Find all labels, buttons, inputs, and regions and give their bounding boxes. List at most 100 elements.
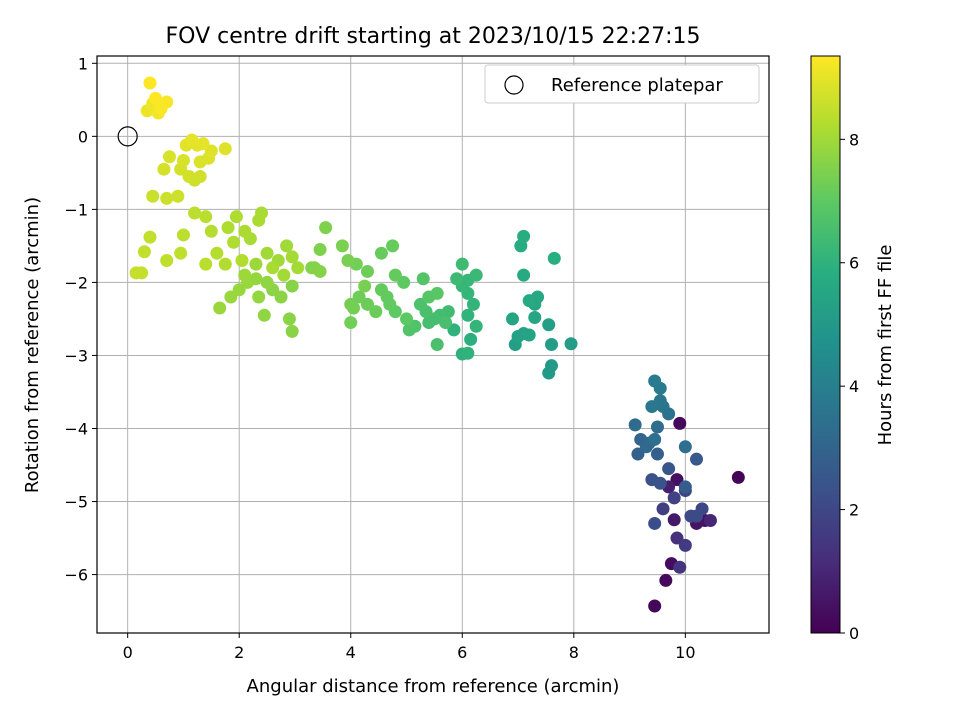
data-point bbox=[667, 491, 681, 505]
data-point bbox=[397, 275, 411, 289]
data-point bbox=[430, 286, 444, 300]
x-axis-label: Angular distance from reference (arcmin) bbox=[247, 676, 620, 697]
x-tick-label: 6 bbox=[457, 643, 467, 662]
data-point bbox=[360, 264, 374, 278]
data-point bbox=[505, 312, 519, 326]
y-tick-label: −3 bbox=[64, 346, 88, 365]
y-tick-label: −2 bbox=[64, 273, 88, 292]
data-point bbox=[564, 337, 578, 351]
chart-title: FOV centre drift starting at 2023/10/15 … bbox=[166, 24, 701, 49]
y-axis-ticks: −6 −5 −4 −3 −2 −1 0 1 bbox=[64, 54, 97, 585]
data-point bbox=[678, 440, 692, 454]
data-point bbox=[252, 213, 266, 227]
data-point bbox=[282, 312, 296, 326]
data-point bbox=[662, 462, 676, 476]
colorbar-gradient bbox=[810, 55, 841, 634]
data-points bbox=[129, 76, 745, 613]
colorbar-label: Hours from first FF file bbox=[875, 245, 896, 446]
data-point bbox=[439, 316, 453, 330]
colorbar-tick-label: 6 bbox=[849, 254, 859, 273]
colorbar-ticks: 0 2 4 6 8 bbox=[840, 130, 859, 643]
data-point bbox=[221, 221, 235, 235]
data-point bbox=[383, 297, 397, 311]
x-tick-label: 0 bbox=[123, 643, 133, 662]
data-point bbox=[285, 279, 299, 293]
data-point bbox=[455, 257, 469, 271]
data-point bbox=[690, 509, 704, 523]
data-point bbox=[149, 91, 163, 105]
data-point bbox=[369, 305, 383, 319]
data-point bbox=[344, 297, 358, 311]
data-point bbox=[204, 144, 218, 158]
data-point bbox=[229, 210, 243, 224]
data-point bbox=[143, 76, 157, 90]
y-tick-label: 0 bbox=[78, 127, 88, 146]
data-point bbox=[224, 290, 238, 304]
data-point bbox=[154, 102, 168, 116]
data-point bbox=[285, 324, 299, 338]
data-point bbox=[678, 538, 692, 552]
data-point bbox=[517, 229, 531, 243]
data-point bbox=[143, 230, 157, 244]
data-point bbox=[659, 573, 673, 587]
colorbar-tick-label: 8 bbox=[849, 130, 859, 149]
data-point bbox=[528, 310, 542, 324]
legend-box bbox=[484, 64, 760, 104]
data-point bbox=[235, 254, 249, 268]
data-point bbox=[358, 279, 372, 293]
data-point bbox=[631, 447, 645, 461]
data-point bbox=[667, 513, 681, 527]
data-point bbox=[648, 432, 662, 446]
data-point bbox=[218, 142, 232, 156]
data-point bbox=[196, 137, 210, 151]
legend: Reference platepar bbox=[484, 64, 760, 104]
data-point bbox=[731, 470, 745, 484]
data-point bbox=[274, 290, 288, 304]
colorbar-tick-label: 4 bbox=[849, 377, 859, 396]
data-point bbox=[645, 400, 659, 414]
data-point bbox=[174, 246, 188, 260]
data-point bbox=[422, 316, 436, 330]
data-point bbox=[171, 189, 185, 203]
data-point bbox=[461, 308, 475, 322]
legend-open-circle-icon bbox=[504, 75, 524, 95]
data-point bbox=[522, 328, 536, 342]
data-point bbox=[673, 560, 687, 574]
data-point bbox=[464, 332, 478, 346]
data-point bbox=[703, 514, 717, 528]
data-point bbox=[648, 516, 662, 530]
data-point bbox=[670, 531, 684, 545]
data-point bbox=[517, 268, 531, 282]
data-point bbox=[176, 228, 190, 242]
data-point bbox=[188, 206, 202, 220]
data-point bbox=[400, 312, 414, 326]
y-axis-label: Rotation from reference (arcmin) bbox=[22, 197, 43, 493]
colorbar-tick-label: 2 bbox=[849, 501, 859, 520]
data-point bbox=[413, 297, 427, 311]
plot-frame bbox=[96, 55, 770, 634]
data-point bbox=[639, 440, 653, 454]
data-point bbox=[146, 189, 160, 203]
data-point bbox=[386, 239, 400, 253]
data-point bbox=[199, 257, 213, 271]
data-point bbox=[210, 246, 224, 260]
data-point bbox=[277, 268, 291, 282]
data-point bbox=[547, 251, 561, 265]
data-point bbox=[545, 359, 559, 373]
data-point bbox=[450, 272, 464, 286]
data-point bbox=[352, 290, 366, 304]
y-tick-label: 1 bbox=[78, 54, 88, 73]
data-point bbox=[673, 416, 687, 430]
data-point bbox=[213, 301, 227, 315]
data-point bbox=[266, 261, 280, 275]
data-point bbox=[182, 170, 196, 184]
data-point bbox=[628, 418, 642, 432]
data-point bbox=[227, 235, 241, 249]
data-point bbox=[335, 239, 349, 253]
data-point bbox=[260, 275, 274, 289]
colorbar-tick-label: 0 bbox=[849, 624, 859, 643]
data-point bbox=[430, 338, 444, 351]
data-point bbox=[678, 480, 692, 494]
data-point bbox=[176, 153, 190, 167]
